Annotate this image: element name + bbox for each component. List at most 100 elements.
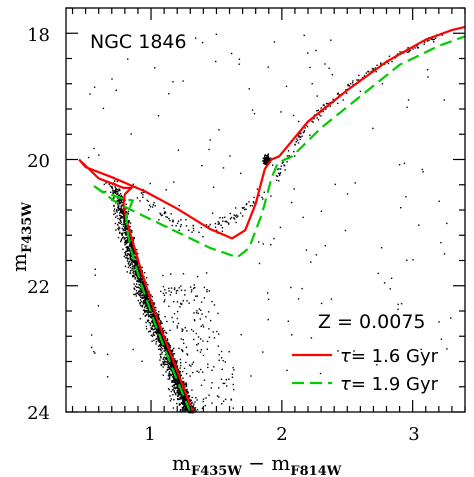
star-point xyxy=(267,292,269,294)
star-point xyxy=(357,79,360,81)
star-point xyxy=(163,362,165,364)
star-point xyxy=(160,214,163,217)
isochrone-curves xyxy=(78,25,466,413)
star-point xyxy=(150,308,153,310)
star-point xyxy=(172,219,174,221)
star-point xyxy=(230,52,233,55)
star-point xyxy=(282,161,284,163)
star-point xyxy=(139,284,141,286)
star-point xyxy=(124,244,126,246)
star-point xyxy=(120,205,122,208)
star-point xyxy=(117,190,119,193)
star-point xyxy=(148,301,150,303)
star-point xyxy=(136,280,138,283)
star-point xyxy=(168,374,170,376)
star-point xyxy=(408,50,410,52)
y-axis-title: mF435W xyxy=(7,202,35,272)
star-point xyxy=(130,133,132,135)
star-point xyxy=(198,371,200,373)
star-point xyxy=(135,260,137,263)
star-point xyxy=(93,86,96,88)
star-point xyxy=(120,209,122,211)
star-point xyxy=(164,341,166,344)
star-point xyxy=(163,329,166,332)
star-point xyxy=(140,275,142,277)
star-point xyxy=(139,280,141,282)
star-point xyxy=(258,262,261,265)
star-point xyxy=(224,361,226,363)
star-point xyxy=(185,384,188,387)
star-point xyxy=(137,293,140,296)
star-point xyxy=(160,345,162,347)
star-point xyxy=(202,398,205,400)
star-point xyxy=(196,399,198,401)
star-point xyxy=(126,260,129,262)
star-point xyxy=(136,277,139,279)
star-point xyxy=(129,248,131,250)
legend-label-series-1: τ= 1.6 Gyr xyxy=(340,346,439,367)
star-point xyxy=(147,200,150,203)
star-point xyxy=(174,380,176,382)
star-point xyxy=(165,216,167,218)
star-point xyxy=(315,49,317,52)
star-point xyxy=(132,250,135,252)
star-point xyxy=(120,195,123,197)
star-point xyxy=(177,389,179,391)
star-point xyxy=(134,288,136,290)
star-point xyxy=(347,85,349,87)
star-point xyxy=(263,160,265,163)
star-point xyxy=(133,268,135,270)
star-point xyxy=(139,318,142,320)
star-point xyxy=(301,287,303,290)
star-point xyxy=(195,312,198,314)
star-point xyxy=(170,374,173,376)
star-point xyxy=(320,107,322,109)
star-point xyxy=(136,264,138,266)
star-point xyxy=(163,207,165,209)
star-point xyxy=(149,324,151,326)
star-point xyxy=(183,383,186,386)
star-point xyxy=(201,313,203,315)
star-point xyxy=(291,334,293,336)
isochrone-line-series-2 xyxy=(91,35,466,413)
star-point xyxy=(178,205,180,207)
star-point xyxy=(217,223,219,225)
star-point xyxy=(145,328,148,330)
star-point xyxy=(131,259,133,262)
star-point xyxy=(183,400,185,403)
star-point xyxy=(155,322,158,325)
star-point xyxy=(359,90,362,93)
star-point xyxy=(183,395,185,397)
star-point xyxy=(176,301,179,303)
star-point xyxy=(173,391,176,394)
star-point xyxy=(228,223,230,225)
star-point xyxy=(409,49,411,52)
star-point xyxy=(279,173,281,175)
star-point xyxy=(141,306,143,308)
star-point xyxy=(172,349,174,351)
star-point xyxy=(422,171,424,173)
svg-text:mF435W: mF435W xyxy=(7,202,35,272)
star-point xyxy=(157,327,159,329)
star-point xyxy=(90,346,93,349)
star-point xyxy=(190,365,192,367)
star-point xyxy=(182,339,184,341)
star-point xyxy=(129,272,131,274)
star-point xyxy=(149,322,152,325)
star-point xyxy=(186,390,189,393)
star-point xyxy=(94,352,96,354)
star-point xyxy=(151,295,153,298)
star-point xyxy=(118,200,120,202)
star-point xyxy=(160,347,163,349)
star-point xyxy=(137,269,139,271)
star-point xyxy=(208,290,211,292)
star-point xyxy=(144,272,146,274)
star-point xyxy=(157,315,159,317)
star-point xyxy=(177,376,179,378)
star-point xyxy=(179,367,181,369)
star-point xyxy=(132,270,135,272)
x-axis-title-minus: − xyxy=(242,451,271,475)
star-point xyxy=(165,350,167,352)
star-point xyxy=(222,360,224,362)
